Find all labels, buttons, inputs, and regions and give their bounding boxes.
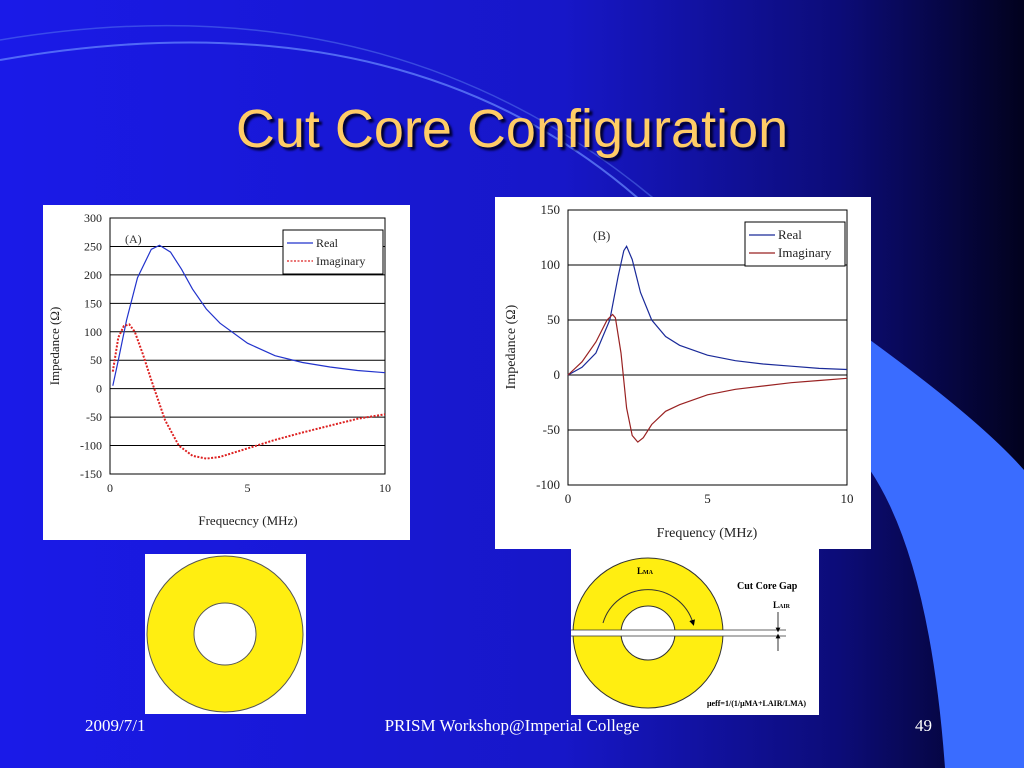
- chart-a-y-axis-label: Impedance (Ω): [47, 307, 62, 386]
- chart-b-x-axis-label: Frequency (MHz): [657, 526, 758, 541]
- chart-b-y-tick-label: 100: [541, 257, 561, 272]
- chart-a-x-tick-label: 5: [245, 481, 251, 495]
- footer-page-number: 49: [915, 716, 932, 735]
- chart-b-y-tick-label: 0: [554, 367, 561, 382]
- chart-a-y-tick-label: 0: [96, 382, 102, 396]
- chart-b: 150 100 50 0 -50 -100 0 5 10 (B) Real Imaginary F…: [504, 202, 854, 541]
- chart-b-series-real-line: [567, 245, 848, 376]
- accent-wave-shape: [870, 340, 1024, 768]
- chart-b-x-tick-label: 5: [704, 491, 711, 506]
- magnetic-path-arrow: [602, 589, 696, 626]
- footer-date: 2009/7/1: [85, 716, 146, 735]
- cut-core-panel: LMA Cut Core Gap LAIR μeff=1/(1/μMA+LAIR…: [571, 549, 819, 715]
- chart-b-y-tick-label: 50: [547, 312, 560, 327]
- solid-core-diagram: [146, 555, 304, 713]
- chart-b-x-tick-label: 10: [841, 491, 854, 506]
- chart-a-y-tick-label: 150: [84, 296, 102, 310]
- chart-a-x-tick-label: 0: [107, 481, 113, 495]
- chart-a-y-tick-label: 300: [84, 211, 102, 225]
- permeability-formula: μeff=1/(1/μMA+LAIR/LMA): [707, 699, 806, 708]
- chart-a-y-tick-label: 200: [84, 268, 102, 282]
- chart-a-series-real-line: [112, 244, 386, 386]
- chart-b-x-tick-label: 0: [565, 491, 572, 506]
- chart-a-y-tick-label: -50: [86, 410, 102, 424]
- chart-b-series-imaginary-line: [567, 313, 848, 443]
- chart-a-series-imaginary-line: [111, 323, 386, 460]
- chart-b-plot-area: [567, 209, 848, 486]
- chart-a-legend-label: Imaginary: [316, 254, 365, 268]
- chart-b-legend: [744, 221, 846, 267]
- slide-title: Cut Core Configuration: [235, 99, 789, 159]
- chart-a-legend-label: Real: [316, 236, 339, 250]
- chart-b-legend-label: Real: [778, 227, 802, 242]
- lma-label: LMA: [637, 566, 654, 576]
- chart-a-y-tick-label: -100: [80, 439, 102, 453]
- chart-a-y-tick-label: 250: [84, 239, 102, 253]
- chart-b-panel: 150 100 50 0 -50 -100 0 5 10 (B) Real Imaginary F…: [495, 197, 871, 549]
- chart-a-panel-label: (A): [125, 232, 142, 246]
- solid-core-panel: [145, 554, 306, 714]
- chart-a-y-tick-label: -150: [80, 467, 102, 481]
- chart-b-legend-label: Imaginary: [778, 245, 832, 260]
- chart-a-y-tick-label: 50: [90, 353, 102, 367]
- chart-b-y-tick-label: -50: [543, 422, 560, 437]
- chart-a-x-axis-label: Frequecncy (MHz): [198, 513, 297, 528]
- chart-b-y-tick-label: -100: [536, 477, 560, 492]
- footer-event: PRISM Workshop@Imperial College: [384, 716, 640, 735]
- lair-label: LAIR: [773, 600, 791, 610]
- chart-b-y-axis-label: Impedance (Ω): [504, 304, 519, 389]
- chart-b-panel-label: (B): [593, 228, 610, 243]
- chart-a-y-tick-label: 100: [84, 325, 102, 339]
- core-center-hole: [193, 602, 257, 666]
- chart-a: 300 250 200 150 100 50 0 -50 -100 -150 0 5 10 (A) Re…: [47, 211, 391, 528]
- chart-a-legend: [282, 229, 384, 275]
- chart-a-panel: 300 250 200 150 100 50 0 -50 -100 -150 0 5 10 (A) Re…: [43, 205, 410, 540]
- cut-core-diagram: LMA Cut Core Gap LAIR μeff=1/(1/μMA+LAIR…: [571, 557, 806, 709]
- chart-a-plot-area: [109, 217, 386, 475]
- chart-a-x-tick-label: 10: [379, 481, 391, 495]
- cut-core-gap-label: Cut Core Gap: [737, 581, 798, 592]
- air-gap: [571, 630, 786, 636]
- chart-b-y-tick-label: 150: [541, 202, 561, 217]
